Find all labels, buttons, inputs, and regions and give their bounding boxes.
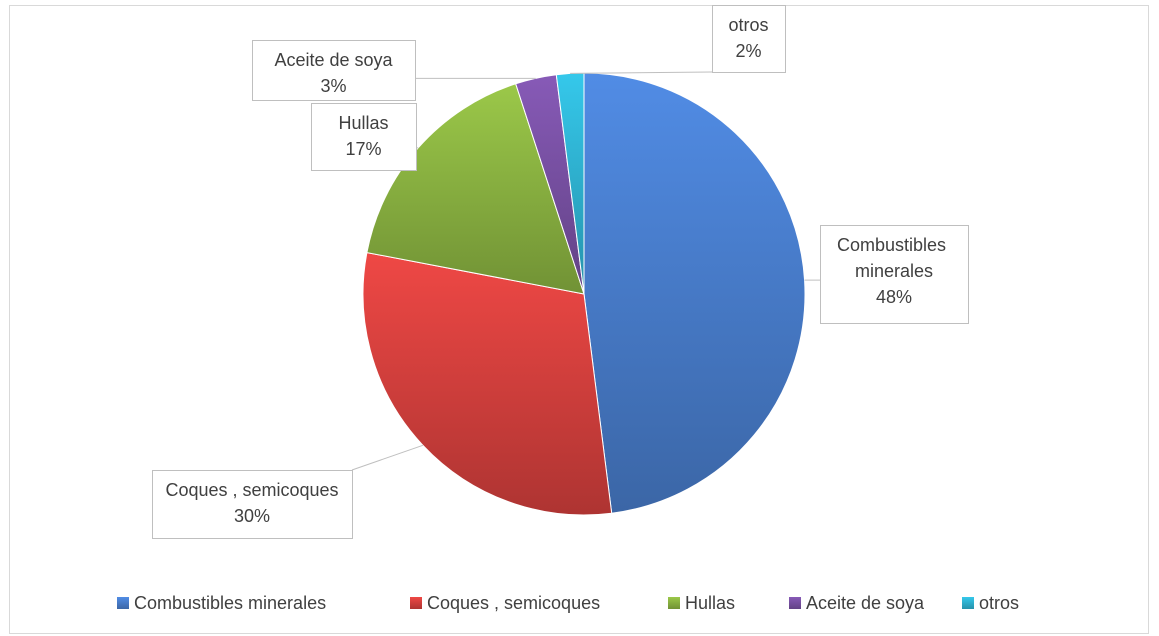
data-label-value: 30% <box>234 506 270 526</box>
data-label-value: 17% <box>345 139 381 159</box>
legend-swatch <box>789 597 801 609</box>
label-box <box>820 225 969 324</box>
pie-slice <box>583 72 806 514</box>
legend-label: Coques , semicoques <box>427 593 600 613</box>
legend-swatch <box>962 597 974 609</box>
legend-label: Aceite de soya <box>806 593 925 613</box>
leader-line <box>351 444 424 471</box>
pie-slice <box>362 252 613 516</box>
data-label-value: 2% <box>735 41 761 61</box>
legend-swatch <box>117 597 129 609</box>
data-label-name: Hullas <box>338 113 388 133</box>
legend-label: otros <box>979 593 1019 613</box>
data-label-name: otros <box>728 15 768 35</box>
data-label-name: Combustibles minerales <box>837 235 951 281</box>
pie-slice <box>366 83 585 295</box>
label-box <box>311 103 417 171</box>
label-box <box>712 5 786 73</box>
leader-line <box>570 71 713 74</box>
data-label-value: 3% <box>320 76 346 96</box>
label-box <box>152 470 353 539</box>
label-box <box>252 40 416 101</box>
data-label-name: Aceite de soya <box>274 50 393 70</box>
legend-label: Hullas <box>685 593 735 613</box>
data-label-name: Coques , semicoques <box>165 480 338 500</box>
legend-label: Combustibles minerales <box>134 593 326 613</box>
legend-swatch <box>410 597 422 609</box>
data-label-value: 48% <box>876 287 912 307</box>
legend-swatch <box>668 597 680 609</box>
